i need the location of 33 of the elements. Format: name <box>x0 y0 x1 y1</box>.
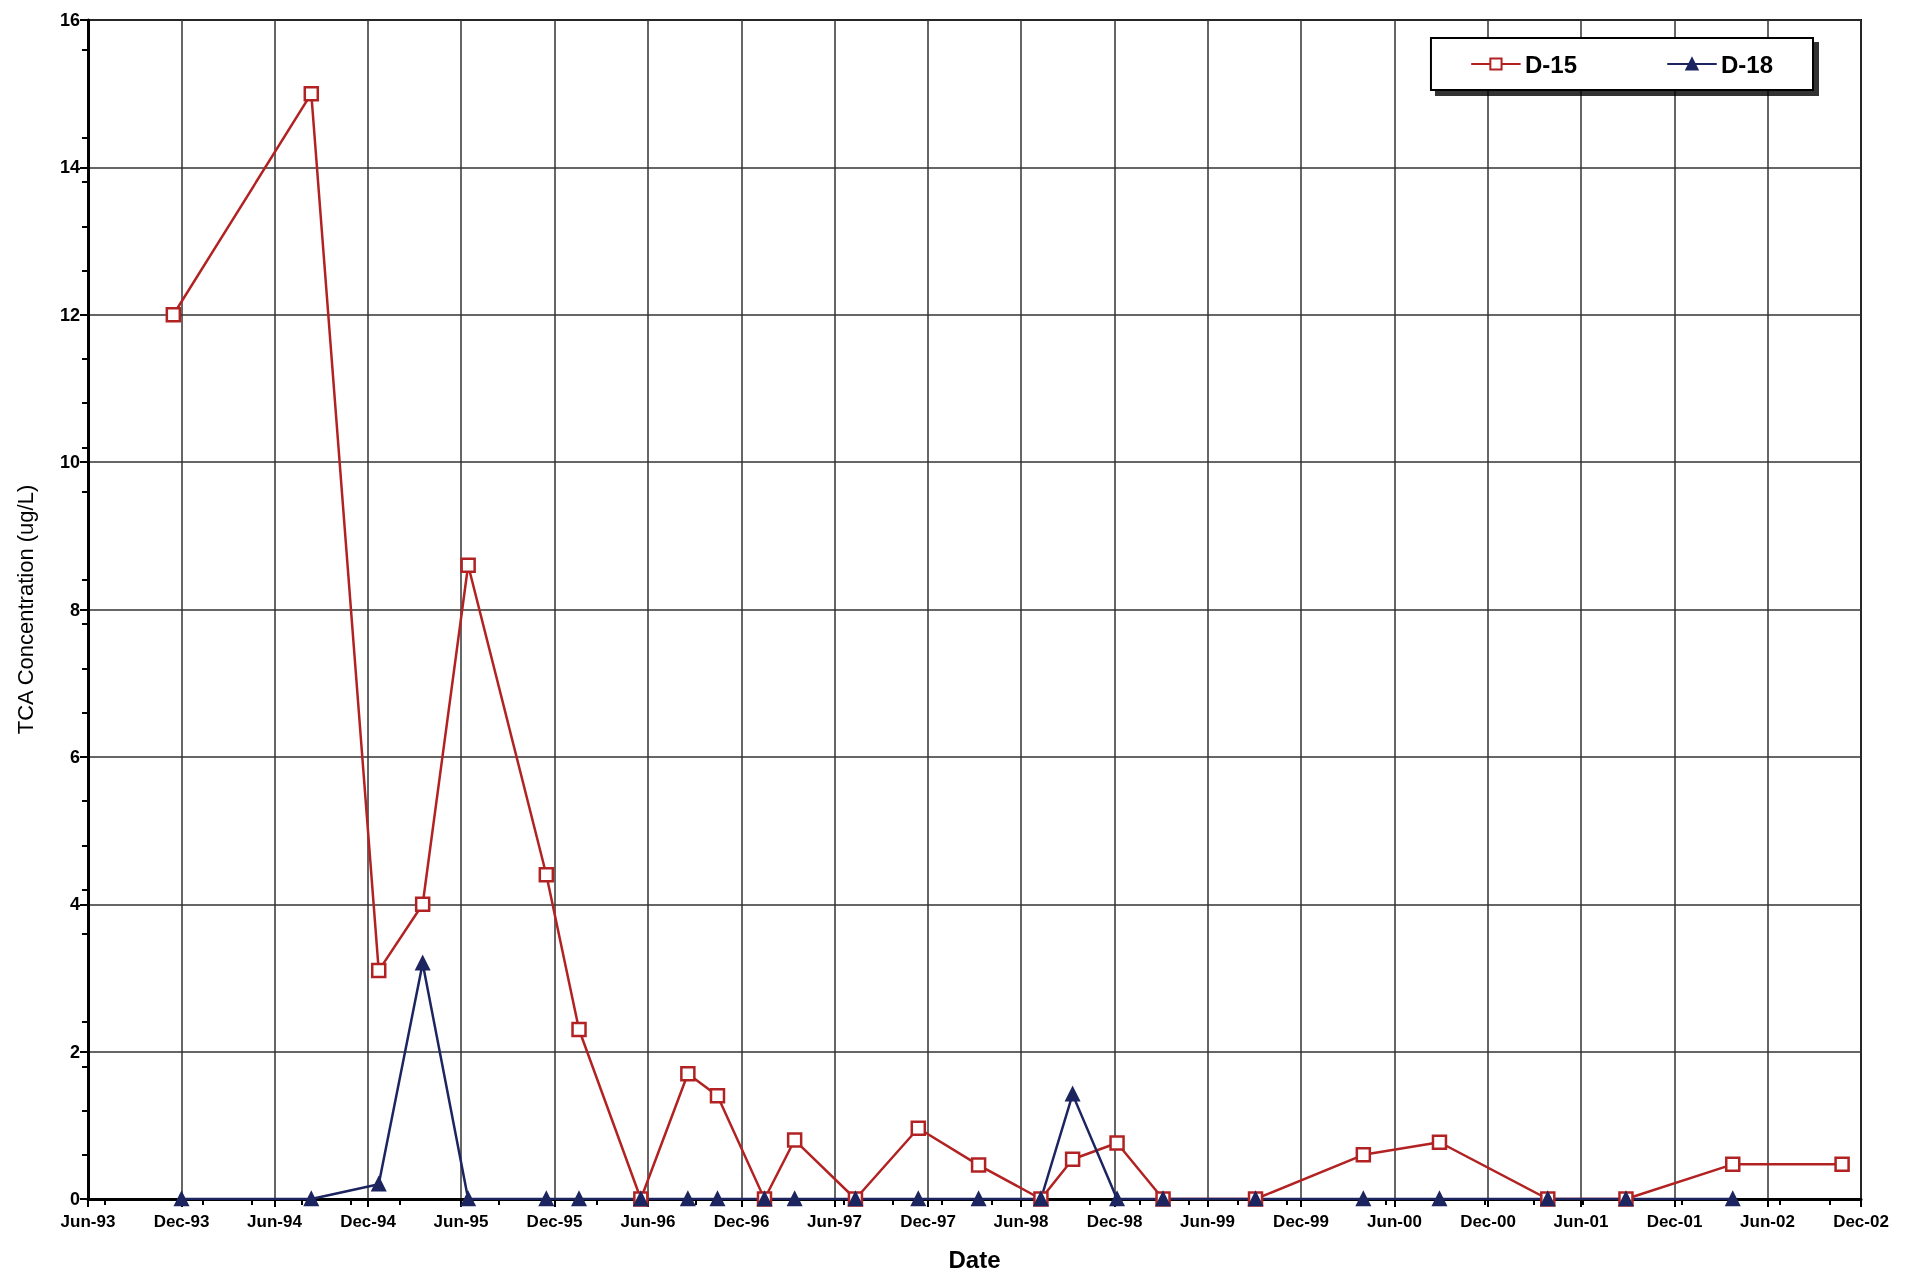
x-tick-label: Dec-98 <box>1086 1212 1143 1231</box>
x-tick-label: Dec-95 <box>526 1212 583 1231</box>
x-tick-label: Dec-01 <box>1646 1212 1703 1231</box>
y-tick-label: 14 <box>59 157 80 178</box>
x-tick-label: Jun-97 <box>807 1212 862 1231</box>
y-tick-label: 16 <box>59 10 80 30</box>
x-tick-label: Dec-93 <box>153 1212 210 1231</box>
y-tick-label: 12 <box>59 304 80 325</box>
x-tick-label: Jun-01 <box>1553 1212 1609 1231</box>
y-tick-label: 4 <box>69 894 80 915</box>
x-tick-label: Dec-00 <box>1460 1212 1516 1231</box>
x-tick-label: Jun-95 <box>433 1212 489 1231</box>
x-tick-label: Dec-96 <box>713 1212 770 1231</box>
x-tick-label: Dec-02 <box>1833 1212 1889 1231</box>
y-axis-title: TCA Concentration (ug/L) <box>12 484 38 735</box>
x-tick-label: Jun-96 <box>620 1212 676 1231</box>
x-tick-label: Jun-98 <box>993 1212 1049 1231</box>
x-tick-label: Jun-02 <box>1740 1212 1795 1231</box>
x-tick-label: Jun-99 <box>1180 1212 1235 1231</box>
legend-label: D-15 <box>1524 50 1577 78</box>
legend-label: D-18 <box>1720 50 1774 78</box>
y-tick-label: 2 <box>69 1041 80 1062</box>
x-tick-label: Dec-94 <box>340 1212 397 1231</box>
y-tick-label: 6 <box>69 746 80 767</box>
y-tick-label: 8 <box>69 599 80 620</box>
x-axis-title: Date <box>948 1245 1001 1273</box>
x-tick-label: Dec-99 <box>1273 1212 1329 1231</box>
x-tick-label: Jun-00 <box>1367 1212 1422 1231</box>
y-tick-label: 0 <box>69 1189 80 1209</box>
x-tick-label: Jun-94 <box>247 1212 303 1231</box>
y-tick-label: 10 <box>59 452 80 473</box>
x-tick-label: Jun-93 <box>60 1212 116 1231</box>
x-tick-label: Dec-97 <box>900 1212 956 1231</box>
